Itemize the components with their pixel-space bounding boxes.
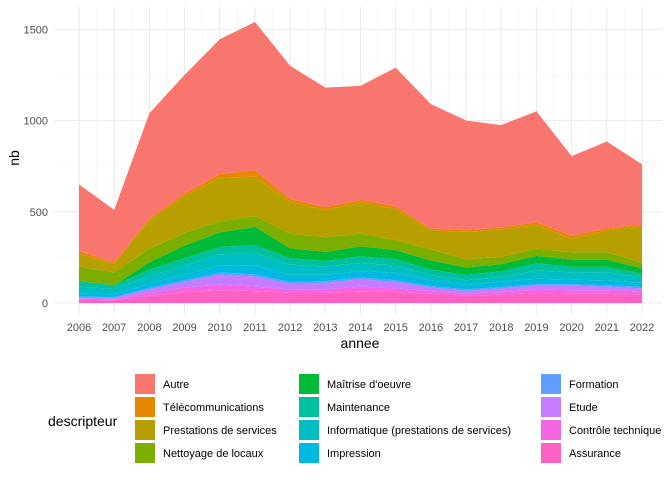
x-axis-title: annee	[341, 335, 380, 351]
x-tick-label: 2022	[630, 322, 654, 334]
x-tick-label: 2006	[67, 322, 91, 334]
legend-label: Etude	[569, 402, 598, 414]
x-tick-label: 2019	[524, 322, 548, 334]
legend-label: Contrôle technique	[569, 425, 661, 437]
x-tick-label: 2012	[278, 322, 302, 334]
legend-key	[135, 397, 155, 417]
legend-key	[541, 374, 561, 394]
area-nettoyage-de-locaux	[79, 215, 642, 286]
y-tick-label: 1000	[24, 116, 48, 128]
area-autre	[79, 21, 642, 263]
legend-label: Impression	[327, 448, 381, 460]
area-formation	[79, 272, 642, 298]
x-tick-label: 2011	[243, 322, 267, 334]
x-tick-label: 2008	[137, 322, 161, 334]
legend-key	[299, 420, 319, 440]
y-axis-title: nb	[6, 150, 22, 166]
legend: descripteur Autre Télécommunications Prest…	[48, 374, 661, 463]
area-controle-technique	[79, 284, 642, 301]
legend-label: Télécommunications	[163, 402, 264, 414]
legend-key	[541, 420, 561, 440]
x-tick-label: 2020	[559, 322, 583, 334]
legend-key	[541, 443, 561, 463]
area-maitrise-d-oeuvre	[79, 226, 642, 286]
x-tick-label: 2018	[489, 322, 513, 334]
legend-key	[299, 374, 319, 394]
legend-label: Nettoyage de locaux	[163, 448, 264, 460]
legend-key	[541, 397, 561, 417]
x-tick-label: 2015	[383, 322, 407, 334]
legend-label: Formation	[569, 379, 619, 391]
legend-label: Autre	[163, 379, 189, 391]
area-etude	[79, 274, 642, 300]
legend-key	[135, 443, 155, 463]
x-tick-label: 2017	[454, 322, 478, 334]
area-assurance	[79, 290, 642, 303]
x-tick-label: 2016	[419, 322, 443, 334]
legend-key	[299, 443, 319, 463]
area-impression	[79, 265, 642, 298]
legend-key	[135, 374, 155, 394]
x-tick-label: 2007	[102, 322, 126, 334]
legend-label: Maîtrise d'oeuvre	[327, 379, 411, 391]
legend-label: Maintenance	[327, 402, 390, 414]
area-maintenance	[79, 245, 642, 289]
x-tick-label: 2014	[348, 322, 372, 334]
y-tick-label: 500	[30, 207, 48, 219]
x-tick-label: 2013	[313, 322, 337, 334]
x-tick-label: 2009	[172, 322, 196, 334]
area-series-group	[79, 21, 642, 303]
legend-key	[135, 420, 155, 440]
y-tick-label: 1500	[24, 24, 48, 36]
legend-label: Prestations de services	[163, 425, 277, 437]
x-axis-ticks: 2006 2007 2008 2009 2010 2011 2012 2013 2014 2015…	[67, 322, 654, 334]
legend-label: Informatique (prestations de services)	[327, 425, 511, 437]
y-axis-ticks: 0 500 1000 1500	[24, 24, 48, 310]
legend-label: Assurance	[569, 448, 621, 460]
legend-key	[299, 397, 319, 417]
y-tick-label: 0	[42, 298, 48, 310]
x-tick-label: 2010	[208, 322, 232, 334]
area-informatique-prestations-de-services	[79, 253, 642, 295]
area-prestations-de-services	[79, 176, 642, 273]
legend-title: descripteur	[48, 413, 118, 429]
x-tick-label: 2021	[595, 322, 619, 334]
